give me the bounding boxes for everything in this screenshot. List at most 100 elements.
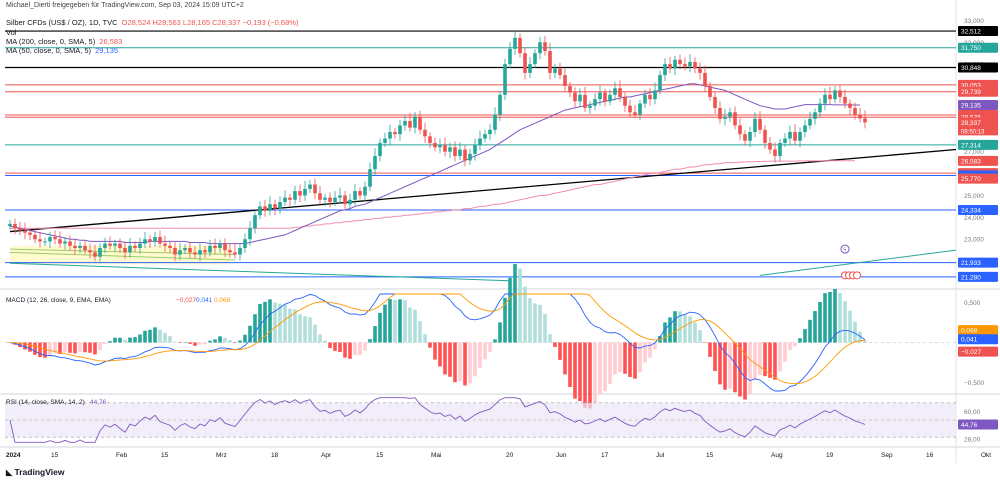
macd-hist-bar [763,342,767,377]
candle-body [478,138,482,146]
candle-body [663,64,667,76]
candle-body [263,206,267,211]
candle-body [628,105,632,113]
macd-hist-bar [283,304,287,343]
macd-hist-bar [133,337,137,343]
candle-body [828,94,832,100]
candle-body [278,202,282,209]
macd-hist-bar [583,342,587,408]
candle-body [373,156,377,170]
candle-body [513,37,517,49]
tradingview-logo[interactable]: ◣ TradingView [6,467,64,477]
macd-hist-bar [488,342,492,352]
macd-hist-bar [33,342,37,355]
macd-hist-bar [518,268,522,343]
macd-hist-bar [98,342,102,350]
macd-hist-bar [183,342,187,343]
macd-hist-bar [703,342,707,343]
macd-hist-bar [853,321,857,343]
candle-body [58,239,62,244]
macd-hist-bar [833,288,837,343]
macd-hist-bar [408,307,412,343]
macd-hist-bar [328,342,332,349]
candle-body [428,136,432,143]
candle-body [48,237,52,242]
candle-body [533,53,537,65]
ma200-legend[interactable]: MA (200, close, 0, SMA, 5) 26,583 [6,37,124,46]
level-label: 21,933 [961,260,981,267]
macd-hist-bar [718,342,722,385]
time-axis-label: 15 [706,452,714,459]
candle-body [448,147,452,152]
ma50-value: 29,135 [95,46,119,55]
candle-body [348,199,352,205]
candle-body [508,48,512,65]
macd-hist-bar [93,342,97,355]
candle-body [368,169,372,187]
candle-body [848,103,852,108]
level-label-bg [958,257,998,268]
macd-hist-bar [863,340,867,343]
symbol-line[interactable]: Silber CFDs (US$ / OZ), 1D, TVC O28,524 … [6,18,300,27]
macd-hist-bar [473,342,477,377]
macd-hist-bar [428,342,432,348]
candle-body [313,184,317,194]
price-tick-label: 33,000 [964,18,984,25]
candle-body [543,42,547,52]
macd-hist-bar [198,342,202,345]
macd-signal-line [9,293,866,385]
candle-body [443,145,447,152]
candle-body [773,149,777,157]
macd-hist-bar [88,342,92,353]
rsi-badge-bg [958,419,998,430]
macd-hist-bar [753,342,757,381]
macd-hist-bar [153,327,157,343]
macd-hist-bar [298,314,302,343]
macd-hist-bar [148,329,152,343]
macd-hist-bar [733,342,737,393]
trendline-green-rising [759,249,957,276]
ma50-legend[interactable]: MA (50, close, 0, SMA, 5) 29,135 [6,46,120,55]
candle-body [853,107,857,115]
macd-hist-bar [683,314,687,343]
candle-body [693,61,697,69]
price-badge: 25,770 [961,176,981,183]
candle-body [768,142,772,150]
symbol-title[interactable]: Silber CFDs (US$ / OZ), 1D, TVC [6,18,118,27]
macd-hist-bar [138,334,142,343]
macd-hist-bar [668,317,672,343]
candle-body [318,193,322,200]
macd-hist-bar [78,342,82,352]
candle-body [208,245,212,253]
candle-body [63,241,67,244]
price-badge-bg [958,99,998,110]
candle-body [558,68,562,76]
candle-body [743,134,747,141]
candle-body [43,241,47,243]
price-tick-label: 27,000 [964,149,984,156]
macd-hist-bar [623,342,627,374]
price-badge-bg [958,155,998,166]
level-label-bg [958,86,998,97]
candle-body [388,131,392,139]
macd-hist-bar [758,342,762,375]
macd-hist-bar [443,342,447,375]
macd-badge-bg [958,334,998,345]
macd-hist-bar [423,334,427,343]
macd-hist-bar [698,330,702,343]
macd-hist-bar [543,313,547,343]
macd-hist-bar [793,342,797,347]
macd-hist-bar [508,277,512,343]
macd-hist-bar [678,311,682,343]
macd-hist-bar [558,342,562,360]
candle-body [323,197,327,200]
macd-hist-bar [848,310,852,343]
candle-body [98,247,102,257]
vol-legend[interactable]: Vol [6,28,18,37]
candle-body [593,99,597,106]
candle-body [188,247,192,253]
candle-body [183,247,187,251]
candle-body [708,86,712,97]
